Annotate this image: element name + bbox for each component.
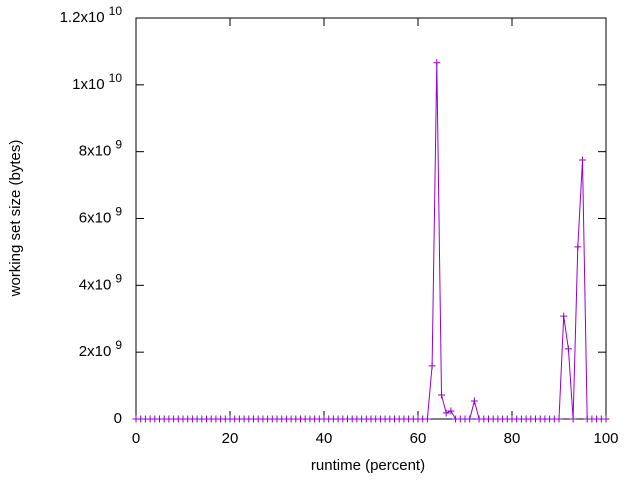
y-tick-base: 4x10 <box>79 276 112 293</box>
y-tick-base: 8x10 <box>79 143 112 160</box>
x-axis-label: runtime (percent) <box>311 457 425 474</box>
x-tick-label: 40 <box>316 430 333 447</box>
y-tick-base: 1.2x10 <box>60 9 105 26</box>
data-point <box>442 409 450 417</box>
y-tick-label: 1x10 10 <box>72 71 122 93</box>
data-point <box>579 156 586 164</box>
x-tick-label: 0 <box>132 430 140 447</box>
y-tick-base: 6x10 <box>79 209 112 226</box>
y-tick-label: 8x10 9 <box>79 138 123 160</box>
series-line <box>136 62 606 420</box>
plot-border <box>135 17 607 420</box>
x-tick-label: 80 <box>504 430 521 447</box>
y-tick-label: 2x10 9 <box>79 338 123 360</box>
y-tick-exponent: 9 <box>115 272 122 286</box>
y-tick-label: 1.2x10 10 <box>60 4 123 26</box>
y-tick-label: 4x10 9 <box>79 272 123 294</box>
data-point <box>466 415 474 423</box>
data-point <box>560 312 568 320</box>
data-point <box>447 407 455 415</box>
y-tick-exponent: 9 <box>115 205 122 219</box>
x-tick-label: 60 <box>410 430 427 447</box>
y-tick-exponent: 9 <box>115 138 122 152</box>
y-tick-exponent: 9 <box>115 338 122 352</box>
data-point <box>428 362 436 370</box>
data-point <box>602 415 610 423</box>
y-axis-label: working set size (bytes) <box>7 140 24 298</box>
y-tick-base: 2x10 <box>79 343 112 360</box>
data-point <box>470 397 478 405</box>
data-point <box>438 391 445 399</box>
data-point <box>574 243 582 251</box>
x-tick-label: 100 <box>593 430 618 447</box>
y-tick-label: 6x10 9 <box>79 205 123 227</box>
y-tick-exponent: 10 <box>109 71 123 85</box>
data-point <box>433 59 441 67</box>
data-point <box>569 415 577 423</box>
x-tick-label: 20 <box>222 430 239 447</box>
data-point <box>423 415 431 423</box>
y-tick-label: 0 <box>114 410 122 427</box>
y-tick-exponent: 10 <box>109 4 123 18</box>
data-point <box>555 415 563 423</box>
y-tick-base: 1x10 <box>72 76 105 93</box>
data-point <box>564 345 572 353</box>
